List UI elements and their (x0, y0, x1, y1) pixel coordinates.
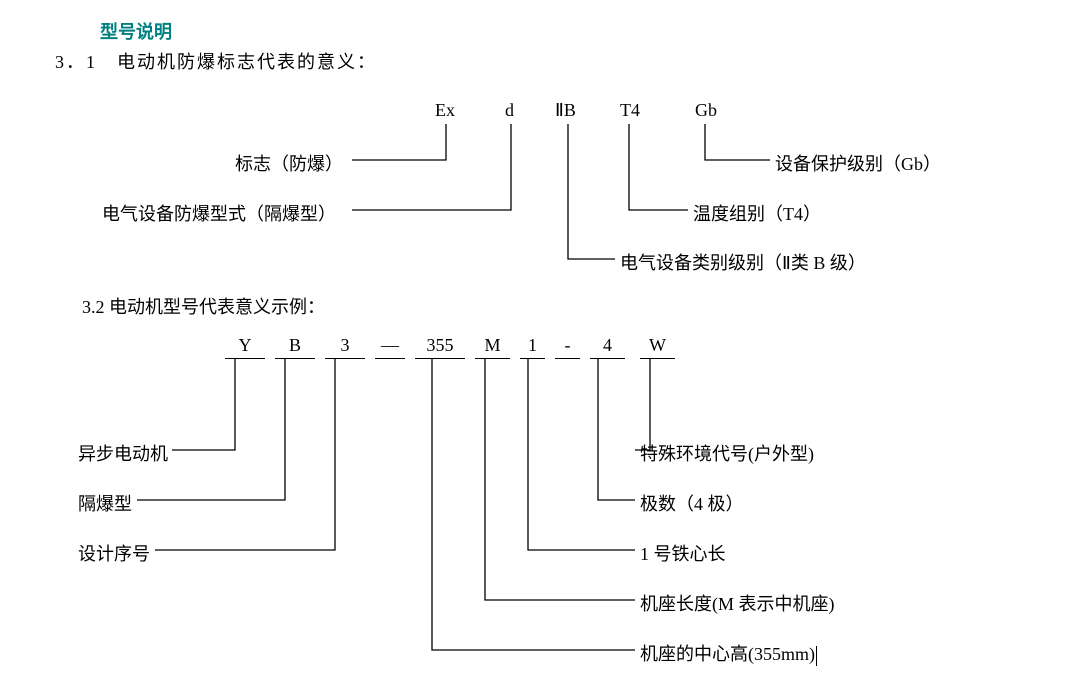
s31-code-3: T4 (620, 100, 640, 121)
s32-code-3: — (375, 335, 405, 359)
s32-code-6: 1 (520, 335, 545, 359)
text-cursor-icon (816, 646, 817, 666)
s32-label-l1: 异步电动机 (78, 440, 168, 466)
section-32-heading: 3.2 电动机型号代表意义示例： (82, 293, 325, 319)
s32-code-5: M (475, 335, 510, 359)
s32-code-8: 4 (590, 335, 625, 359)
s32-code-0: Y (225, 335, 265, 359)
s32-label-r5: 机座的中心高(355mm) (640, 640, 817, 666)
s31-label-r1: 设备保护级别（Gb） (775, 150, 941, 176)
s32-label-l3: 设计序号 (78, 540, 150, 566)
s32-code-4: 355 (415, 335, 465, 359)
s31-code-4: Gb (695, 100, 717, 121)
section-title: 型号说明 (100, 18, 172, 44)
s31-label-r2: 温度组别（T4） (693, 200, 821, 226)
s32-code-1: B (275, 335, 315, 359)
s32-code-7: - (555, 335, 580, 359)
s31-label-r3: 电气设备类别级别（Ⅱ类 B 级） (620, 249, 866, 275)
s31-label-l1: 标志（防爆） (235, 150, 343, 176)
s32-label-r3: 1 号铁心长 (640, 540, 726, 566)
s32-code-2: 3 (325, 335, 365, 359)
s32-code-9: W (640, 335, 675, 359)
s31-code-2: ⅡB (555, 100, 576, 121)
section-31-heading: 3．1 电动机防爆标志代表的意义： (55, 48, 377, 74)
s32-label-r1: 特殊环境代号(户外型) (640, 440, 814, 466)
s31-code-1: d (505, 100, 514, 121)
s32-label-l2: 隔爆型 (78, 490, 132, 516)
s32-label-r4: 机座长度(M 表示中机座) (640, 590, 835, 616)
s31-code-0: Ex (435, 100, 455, 121)
s31-label-l2: 电气设备防爆型式（隔爆型） (102, 200, 336, 226)
s32-label-r2: 极数（4 极） (640, 490, 744, 516)
